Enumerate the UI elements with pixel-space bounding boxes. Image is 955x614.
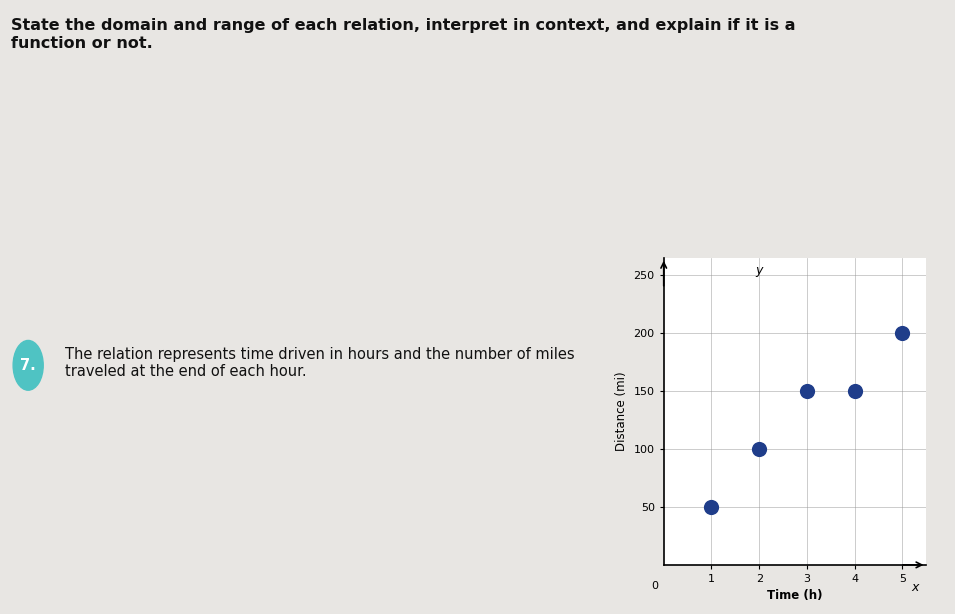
Circle shape (13, 341, 43, 391)
Point (704, 502, 719, 512)
X-axis label: Time (h): Time (h) (767, 589, 823, 602)
Point (799, 386, 815, 396)
Point (847, 386, 862, 396)
Text: x: x (911, 581, 919, 594)
Point (752, 444, 767, 454)
Text: State the domain and range of each relation, interpret in context, and explain i: State the domain and range of each relat… (11, 18, 796, 51)
Y-axis label: Distance (mi): Distance (mi) (615, 371, 628, 451)
Text: The relation represents time driven in hours and the number of miles
traveled at: The relation represents time driven in h… (65, 347, 575, 379)
Text: 7.: 7. (20, 358, 36, 373)
Text: 0: 0 (651, 581, 659, 591)
Text: y: y (755, 264, 763, 277)
Point (895, 328, 910, 338)
